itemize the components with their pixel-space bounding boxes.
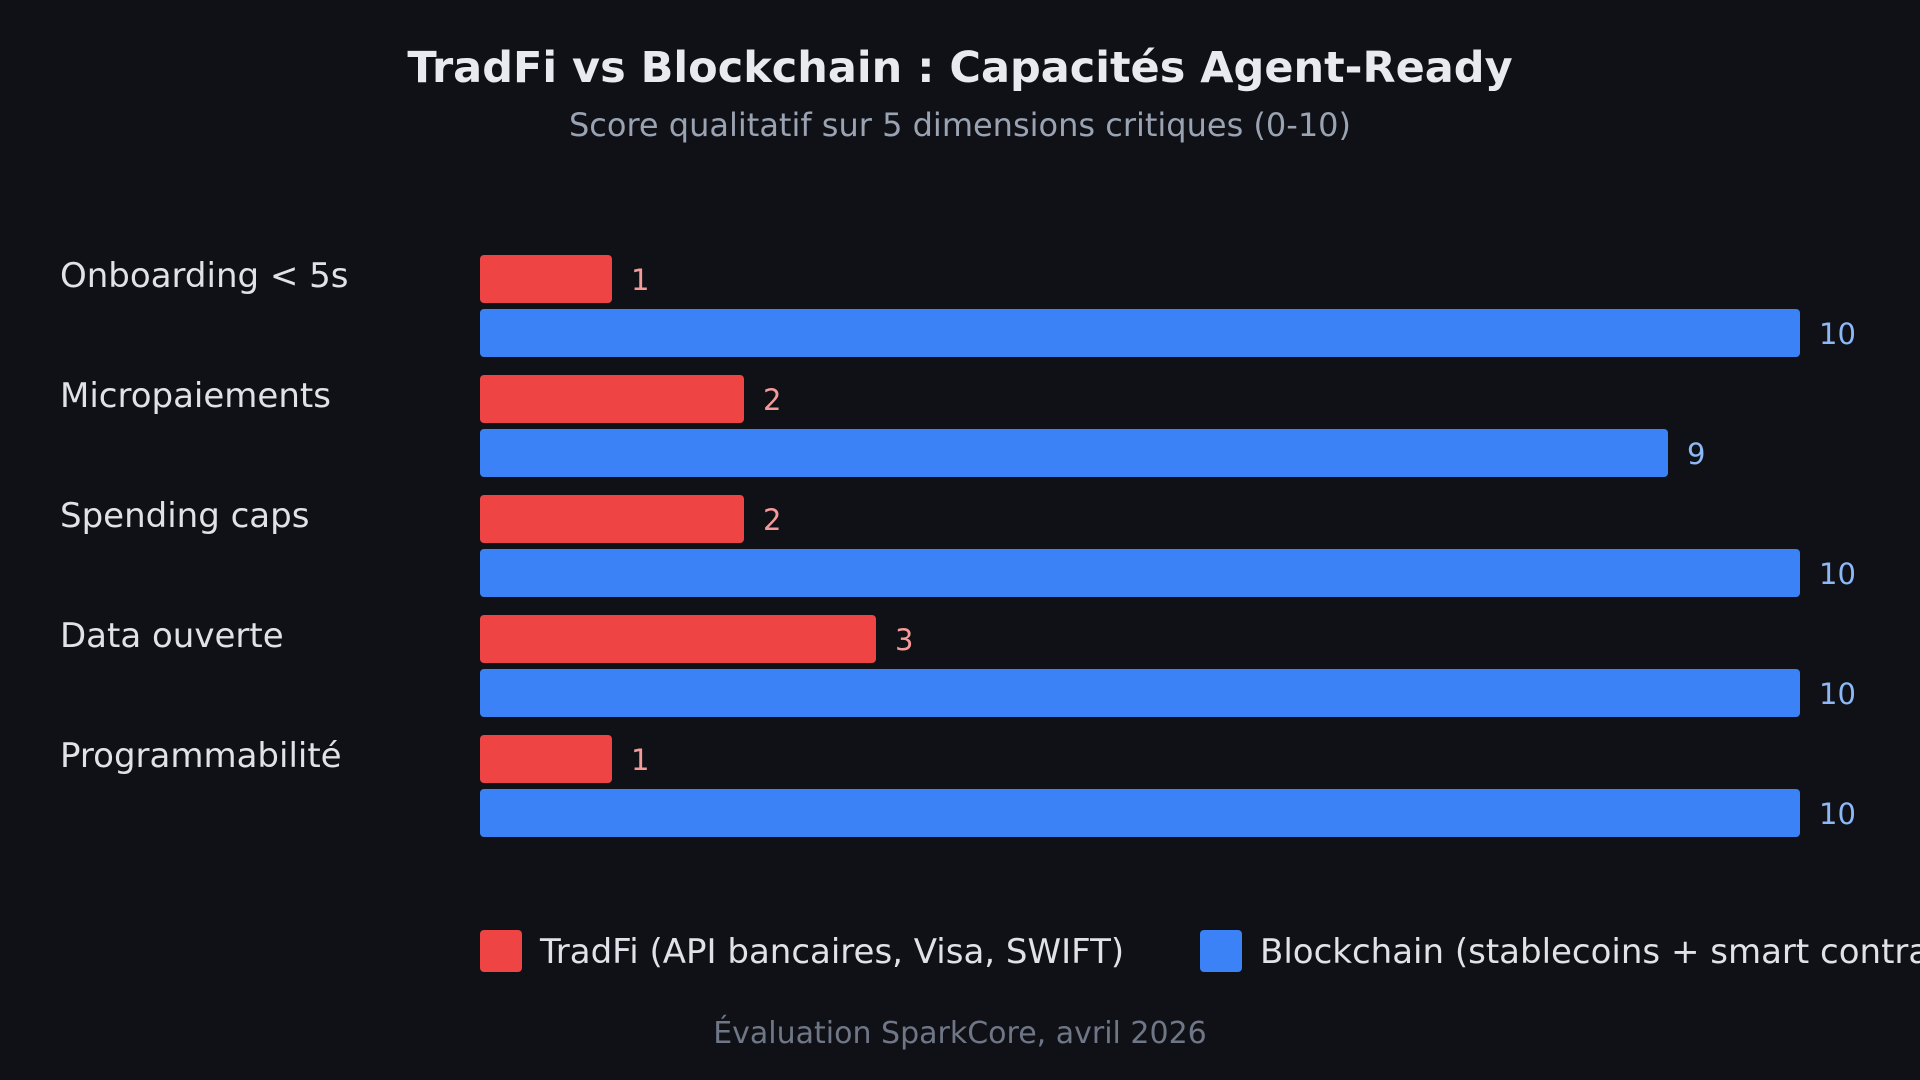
bar-tradfi-micropaiements [480, 375, 744, 423]
chart-subtitle: Score qualitatif sur 5 dimensions critiq… [569, 106, 1351, 144]
value-label-blockchain-data-ouverte: 10 [1819, 677, 1856, 711]
bar-blockchain-micropaiements [480, 429, 1668, 477]
value-label-blockchain-programmabilite: 10 [1819, 797, 1856, 831]
value-label-blockchain-spending-caps: 10 [1819, 557, 1856, 591]
bar-blockchain-onboarding-5s [480, 309, 1800, 357]
category-label-spending-caps: Spending caps [60, 496, 309, 536]
value-label-tradfi-data-ouverte: 3 [895, 623, 913, 657]
chart-footer: Évaluation SparkCore, avril 2026 [713, 1015, 1207, 1051]
legend-label-blockchain: Blockchain (stablecoins + smart contract… [1260, 932, 1920, 972]
value-label-tradfi-micropaiements: 2 [763, 383, 781, 417]
legend: TradFi (API bancaires, Visa, SWIFT) Bloc… [480, 930, 1920, 972]
legend-swatch-tradfi [480, 930, 522, 972]
bar-blockchain-spending-caps [480, 549, 1800, 597]
bar-tradfi-programmabilite [480, 735, 612, 783]
category-label-onboarding-5s: Onboarding < 5s [60, 256, 349, 296]
bar-tradfi-onboarding-5s [480, 255, 612, 303]
value-label-tradfi-onboarding-5s: 1 [631, 263, 649, 297]
category-label-micropaiements: Micropaiements [60, 376, 331, 416]
category-label-programmabilite: Programmabilité [60, 736, 342, 776]
bar-blockchain-data-ouverte [480, 669, 1800, 717]
bar-blockchain-programmabilite [480, 789, 1800, 837]
value-label-blockchain-micropaiements: 9 [1687, 437, 1705, 471]
value-label-blockchain-onboarding-5s: 10 [1819, 317, 1856, 351]
bar-tradfi-data-ouverte [480, 615, 876, 663]
bars-group: Onboarding < 5s 1 10 Micropaiements 2 9 Spendi… [60, 255, 1856, 837]
category-label-data-ouverte: Data ouverte [60, 616, 284, 656]
value-label-tradfi-programmabilite: 1 [631, 743, 649, 777]
bar-tradfi-spending-caps [480, 495, 744, 543]
legend-label-tradfi: TradFi (API bancaires, Visa, SWIFT) [539, 932, 1124, 972]
chart-title: TradFi vs Blockchain : Capacités Agent-R… [407, 43, 1512, 93]
legend-swatch-blockchain [1200, 930, 1242, 972]
value-label-tradfi-spending-caps: 2 [763, 503, 781, 537]
